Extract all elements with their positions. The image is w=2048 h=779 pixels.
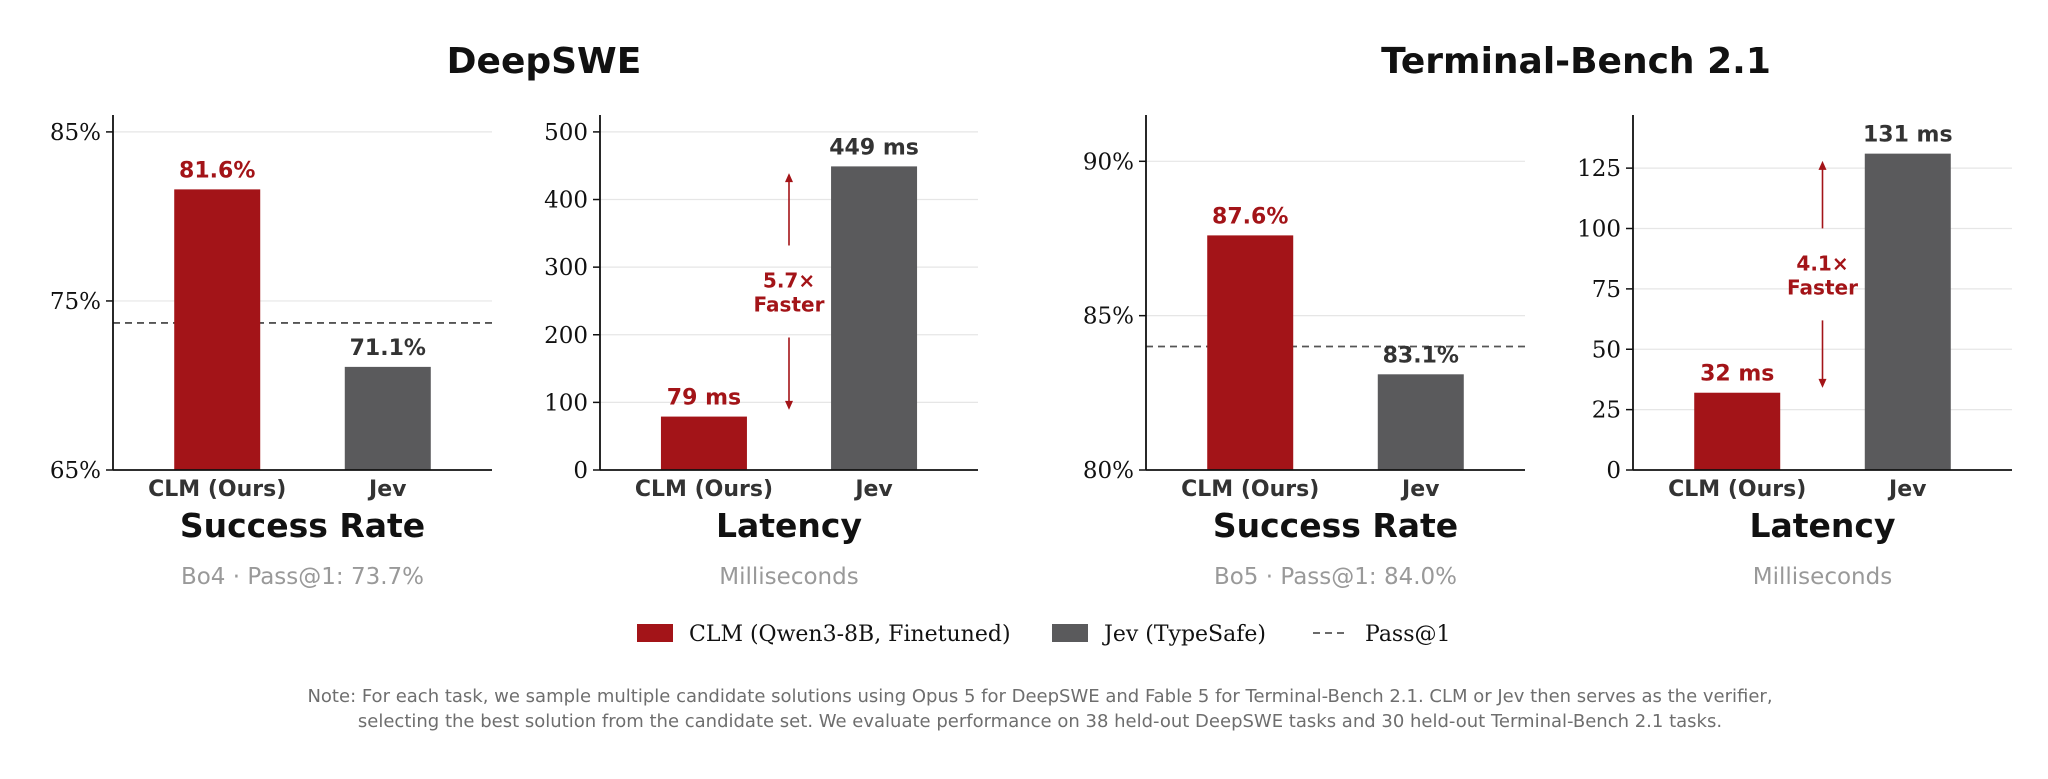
panel-subtitle: Milliseconds: [719, 564, 858, 590]
chart-panel-4: 0 25 50 75 100 125 32 ms CLM (Ours) 131 ms Jev 4.1…: [1577, 115, 2012, 590]
bar-jev: [1377, 374, 1464, 470]
legend-item-2: Jev (TypeSafe): [1052, 622, 1266, 647]
bar-value-label: 87.6%: [1212, 204, 1288, 229]
arrow-head-up: [785, 173, 793, 183]
group-titles: DeepSWE Terminal-Bench 2.1: [447, 41, 1771, 82]
arrow-head-down: [785, 400, 793, 410]
y-tick-label: 300: [544, 255, 588, 281]
y-tick-label: 65%: [50, 458, 101, 484]
y-tick-label: 100: [1577, 217, 1621, 243]
panel-title: Success Rate: [1213, 506, 1458, 545]
y-tick-label: 80%: [1083, 458, 1134, 484]
panel-subtitle: Bo4 · Pass@1: 73.7%: [181, 564, 424, 590]
arrow-head-down: [1818, 378, 1827, 388]
x-tick-label: Jev: [1887, 477, 1927, 502]
bar-clm: [174, 189, 261, 470]
y-tick-label: 0: [1606, 458, 1621, 484]
y-tick-label: 200: [544, 323, 588, 349]
panel-title: Success Rate: [180, 506, 425, 545]
speedup-label: Faster: [754, 292, 825, 316]
legend-label: Pass@1: [1365, 622, 1451, 647]
x-tick-label: Jev: [367, 477, 407, 502]
group-title-terminal-bench: Terminal-Bench 2.1: [1381, 41, 1771, 82]
bar-value-label: 81.6%: [179, 158, 255, 183]
bar-value-label: 83.1%: [1383, 343, 1459, 368]
bar-jev: [831, 166, 918, 470]
bar-clm: [1694, 392, 1781, 470]
y-tick-label: 85%: [1083, 304, 1134, 330]
speedup-label: 5.7×: [763, 268, 815, 292]
y-tick-label: 75: [1592, 277, 1621, 303]
bar-value-label: 449 ms: [829, 135, 919, 160]
y-tick-label: 125: [1577, 156, 1621, 182]
panel-title: Latency: [716, 506, 862, 545]
footnote: Note: For each task, we sample multiple …: [307, 686, 1772, 732]
y-tick-label: 400: [544, 188, 588, 214]
x-tick-label: CLM (Ours): [148, 477, 286, 502]
footnote-line-1: Note: For each task, we sample multiple …: [307, 686, 1772, 707]
legend-item-1: CLM (Qwen3-8B, Finetuned): [637, 622, 1011, 647]
panel-subtitle: Milliseconds: [1753, 564, 1892, 590]
y-tick-label: 85%: [50, 120, 101, 146]
y-tick-label: 0: [573, 458, 588, 484]
bar-clm: [660, 416, 747, 470]
legend-label: CLM (Qwen3-8B, Finetuned): [689, 622, 1011, 647]
x-tick-label: Jev: [1400, 477, 1440, 502]
y-tick-label: 25: [1592, 398, 1621, 424]
speedup-label: Faster: [1787, 275, 1858, 299]
y-tick-label: 500: [544, 120, 588, 146]
bar-jev: [1864, 153, 1951, 470]
bar-value-label: 79 ms: [667, 386, 741, 411]
legend: CLM (Qwen3-8B, Finetuned) Jev (TypeSafe) P…: [637, 622, 1451, 647]
x-tick-label: CLM (Ours): [635, 477, 773, 502]
panel-subtitle: Bo5 · Pass@1: 84.0%: [1214, 564, 1457, 590]
bar-clm: [1207, 235, 1294, 470]
y-tick-label: 50: [1592, 337, 1621, 363]
x-tick-label: CLM (Ours): [1181, 477, 1319, 502]
legend-swatch: [1052, 624, 1088, 642]
bar-value-label: 32 ms: [1700, 362, 1774, 387]
arrow-head-up: [1818, 160, 1827, 170]
footnote-line-2: selecting the best solution from the can…: [358, 711, 1722, 732]
chart-panel-3: 80% 85% 90% 87.6% CLM (Ours) 83.1% Jev Success …: [1083, 115, 1525, 590]
y-tick-label: 75%: [50, 289, 101, 315]
y-tick-label: 90%: [1083, 149, 1134, 175]
chart-panels: 65% 75% 85% 81.6% CLM (Ours) 71.1% Jev Success …: [50, 115, 2012, 590]
legend-swatch: [637, 624, 673, 642]
bar-value-label: 131 ms: [1863, 123, 1953, 148]
group-title-deepswe: DeepSWE: [447, 41, 642, 82]
bar-jev: [344, 366, 431, 470]
bar-value-label: 71.1%: [350, 336, 426, 361]
chart-panel-2: 0 100 200 300 400 500 79 ms CLM (Ours) 449 ms Jev…: [544, 115, 978, 590]
legend-label: Jev (TypeSafe): [1102, 622, 1266, 647]
speedup-label: 4.1×: [1796, 251, 1848, 275]
x-tick-label: Jev: [853, 477, 893, 502]
legend-item-3: Pass@1: [1313, 622, 1451, 647]
chart-panel-1: 65% 75% 85% 81.6% CLM (Ours) 71.1% Jev Success …: [50, 115, 492, 590]
x-tick-label: CLM (Ours): [1668, 477, 1806, 502]
y-tick-label: 100: [544, 390, 588, 416]
panel-title: Latency: [1749, 506, 1895, 545]
